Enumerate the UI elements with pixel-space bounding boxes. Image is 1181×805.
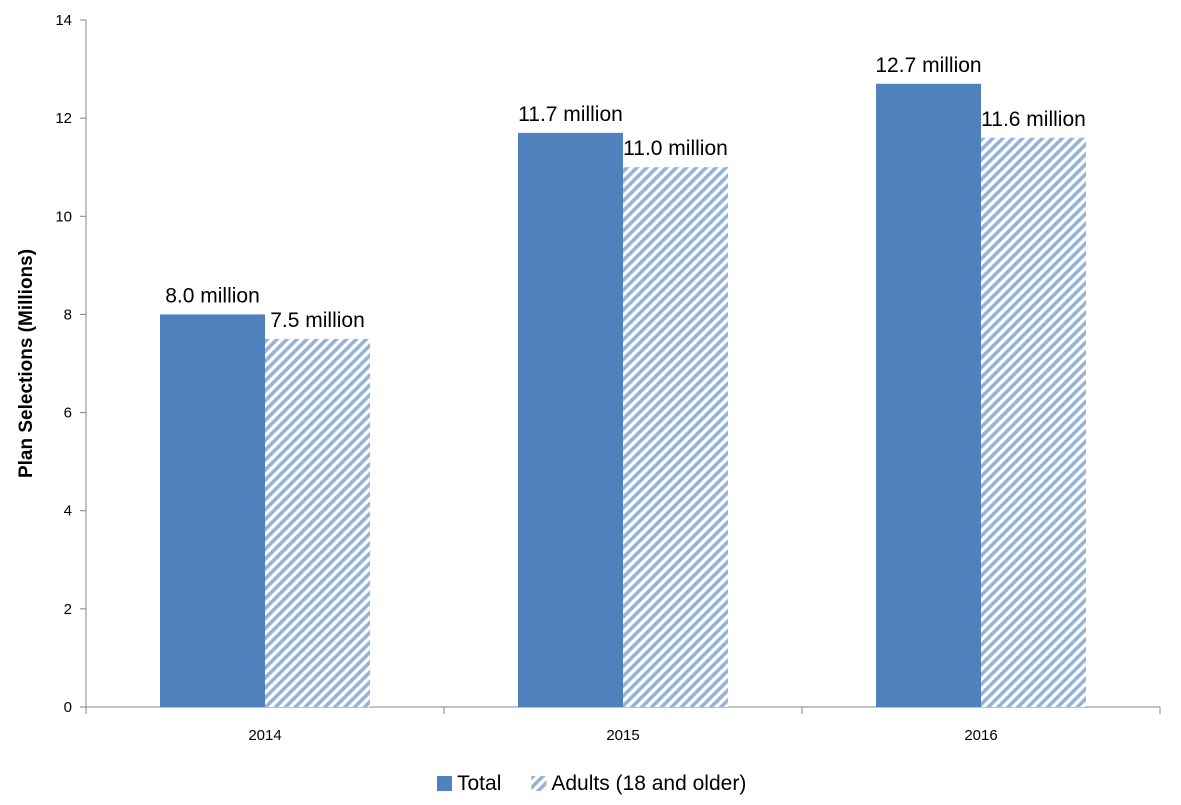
legend: Total Adults (18 and older): [437, 772, 746, 795]
data-label: 11.0 million: [623, 137, 728, 160]
legend-label: Adults (18 and older): [551, 772, 746, 795]
y-tick-label: 8: [64, 306, 72, 323]
legend-label: Total: [457, 772, 501, 795]
bar-total-2014: [160, 314, 265, 707]
x-tick-label: 2015: [606, 727, 639, 744]
y-tick-label: 4: [64, 503, 72, 520]
y-tick-label: 2: [64, 601, 72, 618]
y-tick-label: 6: [64, 405, 72, 422]
bar-adults-2016: [981, 137, 1086, 707]
x-tick-label: 2016: [964, 727, 997, 744]
y-tick-label: 0: [64, 699, 72, 716]
x-tick-label: 2014: [248, 727, 281, 744]
bars: [160, 83, 1086, 708]
bar-total-2016: [876, 83, 981, 708]
bar-total-2015: [518, 132, 623, 708]
y-tick-label: 12: [55, 110, 72, 127]
legend-swatch-total: [437, 776, 452, 791]
data-label: 12.7 million: [875, 54, 981, 77]
y-tick-label: 10: [55, 208, 72, 225]
y-tick-label: 14: [55, 12, 72, 29]
bar-adults-2015: [623, 167, 728, 707]
data-label: 7.5 million: [270, 309, 365, 332]
y-axis-title: Plan Selections (Millions): [16, 249, 37, 478]
data-label: 8.0 million: [165, 284, 260, 307]
data-label: 11.6 million: [981, 108, 1086, 131]
legend-swatch-adults: [531, 776, 547, 791]
bar-adults-2014: [265, 338, 370, 707]
data-label: 11.7 million: [518, 103, 623, 126]
